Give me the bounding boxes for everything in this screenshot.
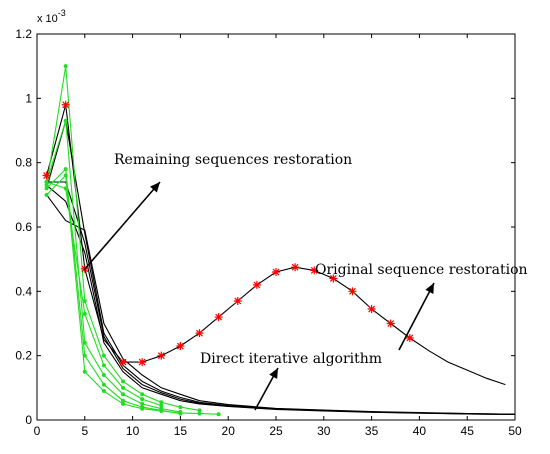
x-tick-label: 15 (174, 424, 188, 438)
data-point-original-sequence-markers (195, 329, 204, 338)
data-point-direct-iterative-1 (140, 392, 145, 397)
data-point-direct-iterative-1 (63, 64, 68, 69)
data-point-direct-iterative-5 (140, 397, 145, 402)
data-point-original-sequence-markers (233, 296, 242, 305)
data-point-original-sequence-markers (272, 268, 280, 277)
y-tick-label: 0.6 (15, 220, 32, 234)
data-point-direct-iterative-1 (121, 379, 126, 384)
x-tick-label: 50 (508, 424, 522, 438)
data-point-direct-iterative-5 (63, 186, 68, 191)
x-tick-label: 40 (413, 424, 427, 438)
data-point-direct-iterative-1 (178, 405, 183, 410)
y-tick-label: 0.2 (15, 349, 32, 363)
data-point-original-sequence-markers (367, 305, 376, 314)
series-line-remaining-4 (46, 184, 516, 416)
series-line-direct-iterative-4 (46, 174, 219, 415)
data-point-direct-iterative-2 (63, 118, 68, 123)
data-point-direct-iterative-5 (159, 403, 164, 408)
data-point-direct-iterative-5 (101, 363, 106, 368)
data-point-direct-iterative-1 (44, 183, 49, 188)
data-point-original-sequence-markers (42, 171, 51, 180)
data-point-direct-iterative-4 (44, 192, 49, 197)
data-point-direct-iterative-4 (159, 408, 164, 413)
data-point-direct-iterative-1 (197, 408, 202, 413)
y-tick-label: 0.8 (15, 156, 32, 170)
data-point-direct-iterative-1 (159, 400, 164, 405)
series-markers (42, 64, 414, 417)
data-point-direct-iterative-4 (216, 412, 221, 417)
annotation-remaining-sequences: Remaining sequences restoration (114, 152, 352, 168)
data-point-direct-iterative-5 (82, 311, 87, 316)
data-point-original-sequence-markers (61, 100, 70, 109)
data-point-original-sequence-markers (176, 342, 185, 351)
data-point-direct-iterative-4 (82, 369, 87, 374)
arrow-remaining-sequences (83, 181, 161, 271)
series-line-direct-iterative-2 (46, 120, 181, 413)
x-tick-label: 0 (34, 424, 41, 438)
y-tick-label: 1.2 (15, 27, 32, 41)
data-point-original-sequence-markers (310, 266, 319, 275)
data-point-direct-iterative-3 (63, 167, 68, 172)
axis-ticks: 0 5 10 15 20 25 30 35 40 45 50 0 0.2 0.4 0.6 0.8 1 1.2 (15, 27, 522, 438)
data-point-direct-iterative-4 (121, 401, 126, 406)
x-tick-label: 20 (222, 424, 236, 438)
data-point-original-sequence-markers (119, 358, 128, 367)
data-point-original-sequence-markers (138, 358, 147, 367)
y-tick-label: 1 (25, 91, 32, 105)
data-point-original-sequence-markers (157, 351, 166, 360)
data-point-original-sequence-markers (405, 333, 414, 342)
x-tick-label: 10 (126, 424, 140, 438)
annotation-original-sequence: Original sequence restoration (315, 262, 528, 278)
data-point-direct-iterative-3 (101, 382, 106, 387)
y-exponent-label: x 10-3 (37, 8, 66, 25)
y-tick-label: 0 (25, 413, 32, 427)
data-point-direct-iterative-5 (121, 385, 126, 390)
data-point-direct-iterative-2 (101, 372, 106, 377)
data-point-direct-iterative-2 (121, 392, 126, 397)
arrow-direct-iterative-head (269, 368, 278, 379)
data-point-original-sequence-markers (348, 287, 357, 296)
annotation-direct-iterative: Direct iterative algorithm (200, 351, 382, 367)
x-tick-label: 35 (365, 424, 379, 438)
data-point-direct-iterative-2 (140, 401, 145, 406)
data-point-direct-iterative-3 (82, 353, 87, 358)
data-point-direct-iterative-3 (44, 186, 49, 191)
data-point-direct-iterative-4 (63, 173, 68, 178)
x-tick-label: 30 (317, 424, 331, 438)
annotation-arrows (83, 181, 435, 411)
data-point-direct-iterative-4 (197, 411, 202, 416)
x-tick-label: 5 (81, 424, 88, 438)
data-point-direct-iterative-4 (178, 410, 183, 415)
data-point-direct-iterative-4 (101, 389, 106, 394)
data-point-direct-iterative-5 (44, 179, 49, 184)
data-point-original-sequence-markers (329, 274, 338, 283)
data-point-direct-iterative-1 (101, 353, 106, 358)
data-point-direct-iterative-3 (121, 398, 126, 403)
data-point-original-sequence-markers (214, 313, 223, 322)
data-point-direct-iterative-4 (140, 406, 145, 411)
data-point-direct-iterative-2 (82, 340, 87, 345)
x-tick-label: 25 (269, 424, 283, 438)
data-point-direct-iterative-1 (82, 298, 87, 303)
x-tick-label: 45 (461, 424, 475, 438)
y-tick-label: 0.4 (15, 284, 32, 298)
arrow-remaining-sequences-head (150, 182, 160, 193)
series-line-direct-iterative-3 (46, 167, 181, 415)
data-point-original-sequence-markers (386, 319, 395, 328)
arrow-original-sequence-head (425, 283, 434, 294)
data-point-original-sequence-markers (252, 280, 261, 289)
arrow-original-sequence (398, 282, 435, 351)
data-point-original-sequence-markers (291, 263, 300, 272)
